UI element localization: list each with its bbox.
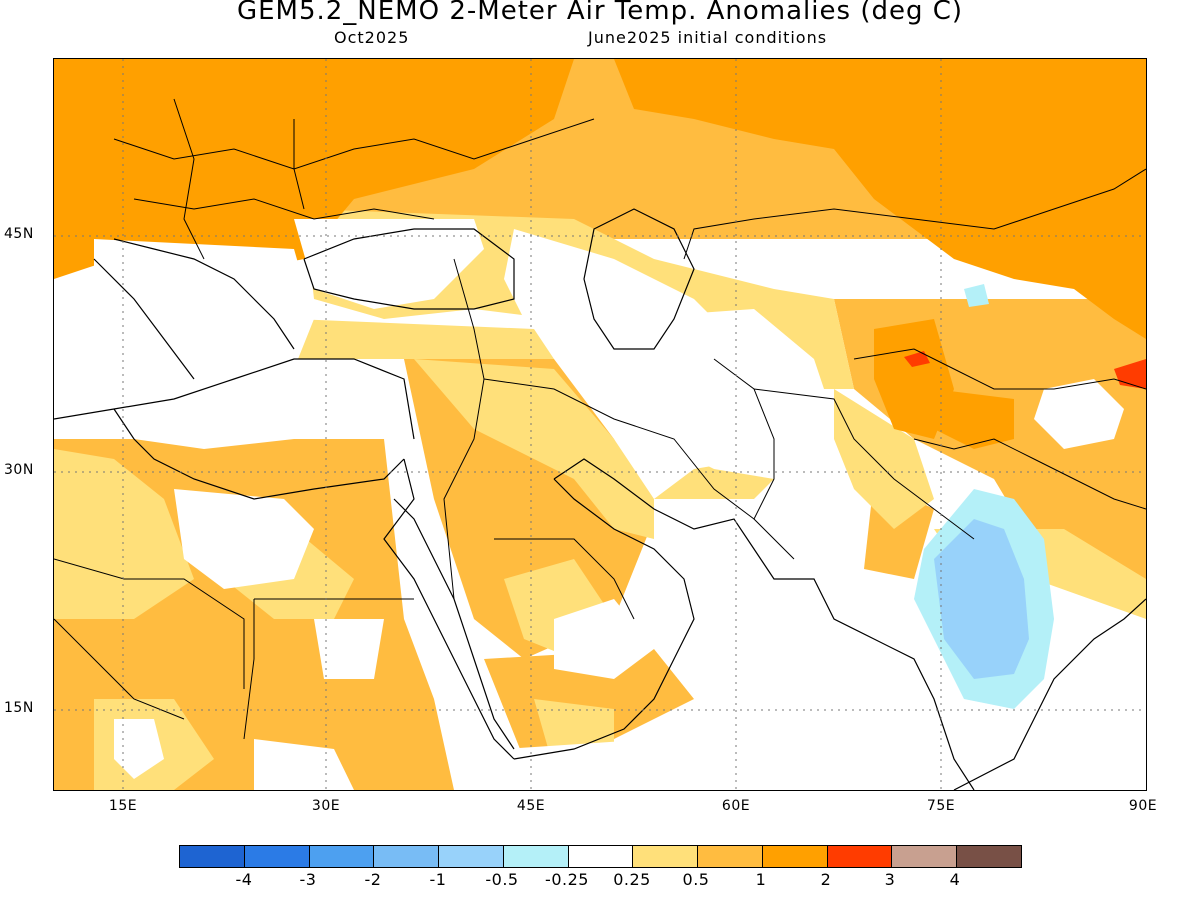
lon-label-45e: 45E: [516, 798, 546, 814]
legend-label: -3: [299, 870, 317, 889]
legend-label: 0.25: [613, 870, 651, 889]
legend-label: 0.5: [682, 870, 710, 889]
legend-swatch: [957, 846, 1021, 867]
target-month-label: Oct2025: [334, 28, 410, 47]
legend-swatch: [439, 846, 504, 867]
chart-title: GEM5.2_NEMO 2-Meter Air Temp. Anomalies …: [236, 0, 964, 26]
lon-label-75e: 75E: [926, 798, 956, 814]
legend-swatch: [374, 846, 440, 867]
legend-swatch: [827, 846, 893, 867]
legend-swatch: [503, 846, 569, 867]
anomaly-shading-negative: [914, 284, 1054, 709]
lat-label-30n: 30N: [4, 462, 34, 478]
legend-swatch: [180, 846, 245, 867]
legend-swatch: [309, 846, 375, 867]
lat-label-45n: 45N: [4, 226, 34, 242]
coastlines: [54, 208, 1146, 790]
map-canvas: [54, 59, 1146, 790]
legend-label: 2: [820, 870, 832, 889]
legend-label: -4: [235, 870, 253, 889]
legend-swatch: [698, 846, 763, 867]
color-legend: [179, 845, 1022, 868]
country-borders: [54, 98, 1146, 740]
lon-label-30e: 30E: [311, 798, 341, 814]
legend-swatch: [762, 846, 828, 867]
anomaly-map: [53, 58, 1147, 791]
anomaly-shading-near-normal: [54, 219, 1124, 790]
legend-swatch: [244, 846, 310, 867]
legend-swatch: [633, 846, 699, 867]
anomaly-shading-1-2: [54, 59, 1146, 449]
gridlines: [54, 59, 1146, 790]
lon-label-15e: 15E: [108, 798, 138, 814]
lat-label-15n: 15N: [4, 700, 34, 716]
legend-label: -2: [364, 870, 382, 889]
legend-label: -0.25: [545, 870, 589, 889]
legend-swatch: [892, 846, 958, 867]
legend-label: -1: [429, 870, 447, 889]
lon-label-90e: 90E: [1128, 798, 1158, 814]
lon-label-60e: 60E: [721, 798, 751, 814]
legend-swatch: [568, 846, 634, 867]
initial-conditions-label: June2025 initial conditions: [588, 28, 828, 47]
legend-label: 1: [755, 870, 767, 889]
legend-label: -0.5: [485, 870, 519, 889]
legend-label: 3: [884, 870, 896, 889]
legend-label: 4: [949, 870, 961, 889]
